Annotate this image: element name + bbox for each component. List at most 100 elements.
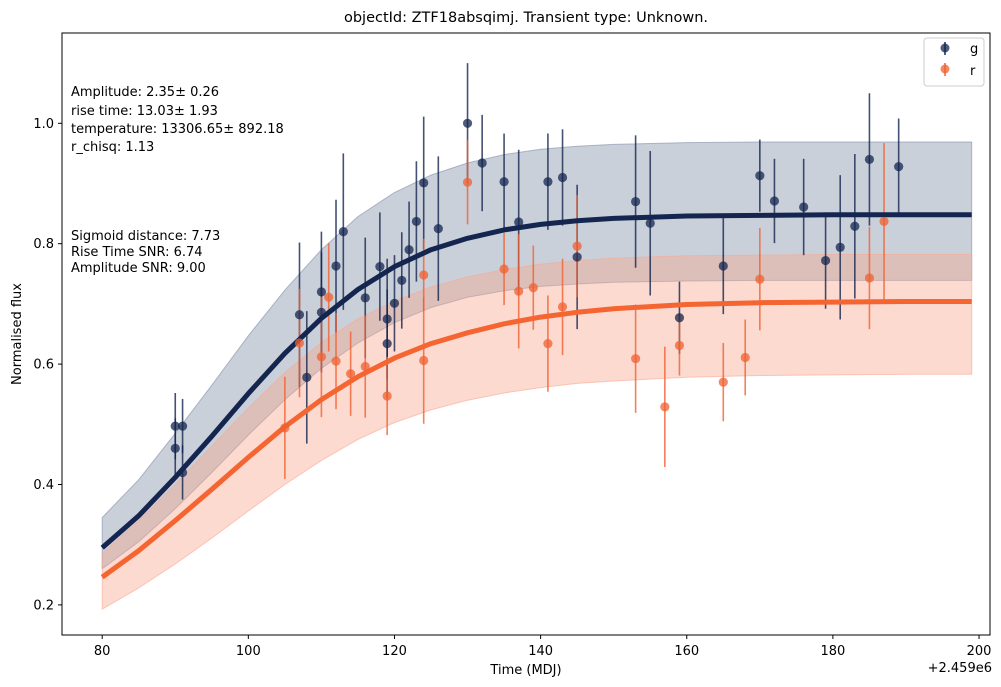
x-tick-label: 160 [674, 644, 699, 659]
data-point-g [799, 202, 809, 212]
data-point-r [499, 264, 509, 274]
y-tick-label: 0.4 [33, 478, 54, 493]
data-point-g [389, 298, 400, 308]
y-tick-label: 0.2 [33, 598, 54, 613]
data-point-g [302, 372, 312, 382]
y-axis-label: Normalised flux [10, 283, 25, 385]
data-point-r [294, 338, 305, 348]
legend: g r [923, 37, 985, 87]
data-points [170, 118, 904, 478]
data-point-g [316, 287, 327, 297]
data-point-g [499, 177, 509, 187]
fit-curve-r [100, 299, 972, 580]
data-point-r [382, 391, 392, 401]
data-point-r [360, 361, 370, 372]
data-point-r [718, 377, 728, 387]
uncertainty-band-r [101, 254, 973, 610]
uncertainty-bands [101, 141, 973, 610]
data-point-g [477, 158, 487, 168]
data-point-g [331, 261, 341, 271]
data-point-r [316, 352, 327, 362]
data-point-g [375, 261, 385, 272]
data-point-g [718, 261, 728, 271]
y-tick-label: 0.8 [33, 237, 54, 252]
data-point-g [338, 227, 348, 237]
data-point-g [170, 443, 180, 453]
annotation-amplitude: Amplitude: 2.35± 0.26 [71, 85, 219, 100]
plot-frame [61, 32, 991, 636]
data-point-g [177, 467, 188, 478]
data-point-r [528, 283, 538, 293]
data-point-g [382, 339, 392, 349]
data-point-r [740, 352, 750, 363]
data-point-g [411, 216, 421, 227]
data-point-g [557, 172, 568, 183]
x-axis-label: Time (MDJ) [489, 663, 561, 678]
annotation-sigmoid-distance: Sigmoid distance: 7.73 [71, 229, 220, 244]
x-tick-label: 140 [528, 644, 553, 659]
data-point-r [879, 216, 889, 227]
data-point-g [674, 313, 685, 323]
data-point-r [346, 369, 356, 379]
annotation-rise-time-snr: Rise Time SNR: 6.74 [71, 245, 203, 260]
data-point-r [543, 339, 553, 349]
x-tick-label: 120 [382, 644, 407, 659]
data-point-g [755, 171, 765, 181]
legend-label-r: r [970, 64, 976, 79]
legend-item-r: r [940, 63, 976, 79]
data-point-g [397, 275, 407, 286]
plot-area [100, 63, 973, 610]
data-point-r [755, 274, 765, 284]
y-tick-label: 1.0 [33, 117, 54, 132]
data-point-r [514, 286, 524, 296]
data-point-r [660, 402, 670, 412]
x-tick-label: 180 [820, 644, 845, 659]
data-point-g [462, 118, 473, 128]
data-point-r [324, 292, 334, 302]
data-point-g [572, 252, 582, 262]
data-point-g [382, 314, 392, 324]
data-point-g [170, 421, 180, 431]
x-tick-label: 200 [967, 644, 992, 659]
data-point-g [820, 255, 831, 266]
data-point-g [316, 307, 327, 317]
chart-title: objectId: ZTF18absqimj. Transient type: … [344, 10, 708, 26]
data-point-r [280, 423, 290, 433]
data-point-g [631, 196, 641, 207]
x-axis-offset-label: +2.459e6 [928, 661, 992, 676]
data-point-r [864, 273, 875, 283]
data-point-r [419, 355, 429, 366]
data-point-g [864, 154, 875, 165]
data-point-r [462, 177, 473, 187]
y-tick-label: 0.6 [33, 358, 54, 373]
fit-curves [100, 212, 972, 580]
legend-box [923, 37, 985, 87]
data-point-r [674, 340, 685, 351]
data-point-g [433, 224, 443, 234]
legend-marker-r [940, 64, 950, 74]
fit-parameters-annotation: Amplitude: 2.35± 0.26 rise time: 13.03± … [71, 85, 284, 155]
annotation-temperature: temperature: 13306.65± 892.18 [71, 122, 284, 137]
data-point-g [850, 221, 860, 231]
annotation-rise-time: rise time: 13.03± 1.93 [71, 104, 218, 119]
data-point-r [331, 356, 341, 366]
data-point-g [419, 178, 429, 188]
data-point-g [769, 196, 780, 206]
data-point-g [645, 218, 655, 228]
data-point-g [543, 177, 553, 187]
data-point-g [177, 421, 188, 431]
legend-label-g: g [970, 42, 978, 57]
x-axis-ticks: 80 100 120 140 160 180 200 [94, 635, 992, 659]
data-point-g [894, 162, 904, 172]
y-axis-ticks: 0.2 0.4 0.6 0.8 1.0 [33, 117, 62, 613]
x-tick-label: 80 [94, 644, 111, 659]
data-point-g [294, 310, 305, 320]
legend-item-g: g [940, 42, 978, 57]
data-point-r [572, 241, 582, 251]
data-point-g [360, 293, 370, 303]
annotation-amplitude-snr: Amplitude SNR: 9.00 [71, 261, 206, 276]
snr-annotation: Sigmoid distance: 7.73 Rise Time SNR: 6.… [71, 229, 220, 276]
data-point-r [631, 354, 641, 364]
annotation-r-chisq: r_chisq: 1.13 [71, 140, 154, 155]
